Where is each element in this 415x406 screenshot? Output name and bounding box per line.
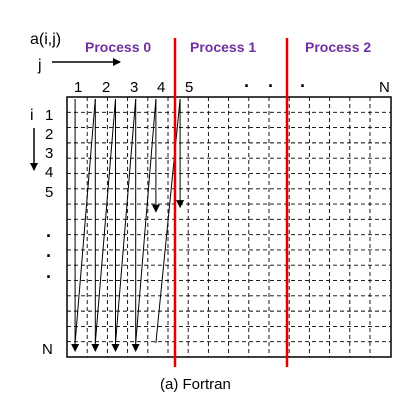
i-axis-label: i (30, 107, 34, 124)
column-wrap-line (94, 98, 116, 344)
row-label: · (46, 226, 52, 246)
column-wrap-line (115, 98, 137, 344)
process-1-label: Process 1 (190, 39, 256, 55)
column-label: 2 (102, 79, 110, 96)
column-wrap-line (74, 98, 96, 344)
process-0-label: Process 0 (85, 39, 151, 55)
column-label: 4 (157, 79, 165, 96)
row-label: N (42, 341, 53, 358)
row-label: 1 (45, 107, 53, 124)
row-label: · (46, 246, 52, 266)
column-label: · (300, 76, 306, 96)
array-grid (66, 96, 392, 358)
row-label: 2 (45, 126, 53, 143)
partition-lines (173, 38, 289, 367)
caption: (a) Fortran (160, 376, 231, 393)
row-label: 5 (45, 184, 53, 201)
column-label: N (379, 79, 390, 96)
traversal-arrows (71, 98, 185, 352)
row-label: 3 (45, 145, 53, 162)
array-label: a(i,j) (30, 31, 61, 48)
column-wrap-line (135, 98, 157, 344)
column-label: · (268, 76, 274, 96)
column-label: · (244, 76, 250, 96)
row-label: 4 (45, 164, 53, 181)
process-2-label: Process 2 (305, 39, 371, 55)
column-labels: 1 2 3 4 5 · · · N (74, 76, 390, 96)
column-label: 5 (185, 79, 193, 96)
column-label: 1 (74, 79, 82, 96)
column-label: 3 (130, 79, 138, 96)
j-axis-label: j (37, 57, 42, 74)
row-label: · (46, 267, 52, 287)
